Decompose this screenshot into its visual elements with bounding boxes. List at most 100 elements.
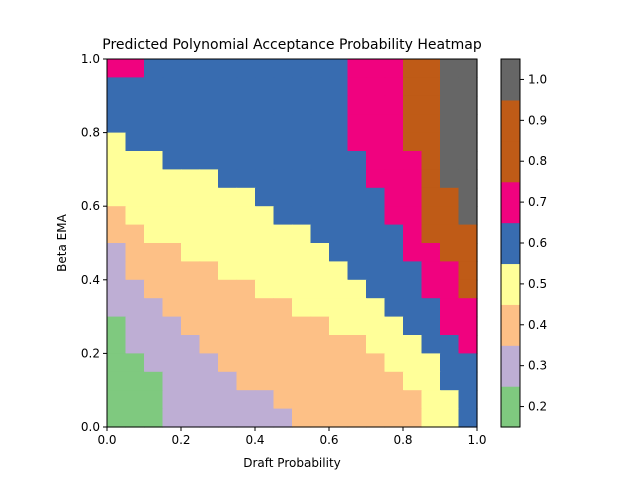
heatmap-cell bbox=[384, 261, 404, 281]
heatmap-cell bbox=[366, 371, 386, 391]
heatmap-cell bbox=[236, 335, 256, 354]
heatmap-cell bbox=[384, 390, 404, 410]
heatmap-cell bbox=[218, 224, 238, 244]
heatmap-cell bbox=[125, 187, 145, 207]
heatmap-cell bbox=[125, 59, 145, 78]
heatmap-cell bbox=[181, 353, 201, 373]
heatmap-cell bbox=[199, 316, 219, 336]
heatmap-cell bbox=[366, 408, 386, 428]
y-tick-label: 0.4 bbox=[81, 273, 100, 287]
heatmap-cell bbox=[347, 243, 367, 262]
heatmap-cell bbox=[218, 132, 238, 152]
heatmap-cell bbox=[366, 114, 386, 134]
heatmap-cell bbox=[403, 132, 423, 152]
heatmap-cell bbox=[107, 187, 127, 207]
heatmap-cell bbox=[218, 206, 238, 226]
heatmap-cell bbox=[144, 408, 164, 428]
heatmap-cell bbox=[125, 335, 145, 354]
heatmap-cell bbox=[162, 206, 182, 226]
heatmap-cell bbox=[329, 77, 349, 97]
heatmap-cell bbox=[199, 224, 219, 244]
heatmap-cell bbox=[292, 316, 312, 336]
heatmap-cell bbox=[403, 114, 423, 134]
heatmap-cell bbox=[329, 224, 349, 244]
heatmap-cell bbox=[144, 298, 164, 318]
heatmap-cell bbox=[403, 95, 423, 115]
heatmap-cell bbox=[384, 224, 404, 244]
heatmap-cell bbox=[366, 132, 386, 152]
heatmap-cell bbox=[107, 371, 127, 391]
heatmap-cell bbox=[384, 95, 404, 115]
heatmap-cell bbox=[218, 151, 238, 170]
heatmap-cell bbox=[421, 187, 441, 207]
heatmap-cell bbox=[273, 298, 293, 318]
heatmap-cell bbox=[440, 298, 460, 318]
heatmap-cell bbox=[310, 243, 330, 262]
heatmap-cell bbox=[440, 187, 460, 207]
heatmap-cell bbox=[144, 206, 164, 226]
heatmap-cell bbox=[403, 316, 423, 336]
heatmap-cell bbox=[384, 59, 404, 78]
heatmap-cell bbox=[162, 298, 182, 318]
heatmap-cell bbox=[292, 243, 312, 262]
heatmap-cell bbox=[125, 408, 145, 428]
heatmap-cell bbox=[218, 298, 238, 318]
colorbar-axis: 0.2 0.3 0.4 0.5 0.6 0.7 0.8 0.9 1.0 bbox=[520, 72, 547, 414]
heatmap-cell bbox=[384, 132, 404, 152]
heatmap-cell bbox=[347, 335, 367, 354]
heatmap-cell bbox=[292, 261, 312, 281]
heatmap-cell bbox=[458, 298, 478, 318]
heatmap-cell bbox=[199, 151, 219, 170]
heatmap-cell bbox=[162, 316, 182, 336]
heatmap-cell bbox=[384, 151, 404, 170]
heatmap-cell bbox=[310, 187, 330, 207]
heatmap-cell bbox=[421, 169, 441, 189]
heatmap-cell bbox=[255, 77, 275, 97]
heatmap-cell bbox=[273, 353, 293, 373]
heatmap-cell bbox=[218, 187, 238, 207]
heatmap-cell bbox=[403, 169, 423, 189]
heatmap-cell bbox=[440, 335, 460, 354]
colorbar-frame bbox=[500, 58, 521, 428]
heatmap-cell bbox=[199, 298, 219, 318]
heatmap-cell bbox=[199, 408, 219, 428]
heatmap-cell bbox=[107, 316, 127, 336]
heatmap-cell bbox=[421, 408, 441, 428]
heatmap-cell bbox=[458, 151, 478, 170]
colorbar-segment bbox=[501, 304, 520, 346]
heatmap-cell bbox=[273, 114, 293, 134]
heatmap-cell bbox=[273, 187, 293, 207]
heatmap-cell bbox=[403, 77, 423, 97]
heatmap-cell bbox=[458, 390, 478, 410]
heatmap-cell bbox=[384, 169, 404, 189]
heatmap-cell bbox=[144, 169, 164, 189]
heatmap-cell bbox=[273, 243, 293, 262]
heatmap-cell bbox=[144, 353, 164, 373]
heatmap-cell bbox=[421, 316, 441, 336]
heatmap-cell bbox=[440, 408, 460, 428]
y-tick-label: 0.8 bbox=[81, 126, 100, 140]
heatmap-cell bbox=[403, 279, 423, 299]
heatmap-cell bbox=[162, 114, 182, 134]
heatmap-cell bbox=[162, 132, 182, 152]
heatmap-cell bbox=[181, 298, 201, 318]
heatmap-cell bbox=[273, 59, 293, 78]
heatmap-cell bbox=[255, 390, 275, 410]
heatmap-cell bbox=[181, 371, 201, 391]
heatmap-cell bbox=[107, 298, 127, 318]
heatmap-cell bbox=[292, 335, 312, 354]
heatmap-cell bbox=[366, 187, 386, 207]
heatmap-cell bbox=[236, 114, 256, 134]
heatmap-cell bbox=[366, 206, 386, 226]
heatmap-cell bbox=[403, 408, 423, 428]
heatmap-cell bbox=[236, 279, 256, 299]
heatmap-cell bbox=[458, 206, 478, 226]
heatmap-cell bbox=[440, 390, 460, 410]
colorbar bbox=[501, 59, 520, 428]
heatmap-cell bbox=[125, 77, 145, 97]
heatmap-cell bbox=[366, 77, 386, 97]
heatmap-cell bbox=[421, 151, 441, 170]
heatmap-cell bbox=[421, 279, 441, 299]
x-tick-label: 0.2 bbox=[171, 433, 190, 447]
heatmap-cell bbox=[107, 261, 127, 281]
